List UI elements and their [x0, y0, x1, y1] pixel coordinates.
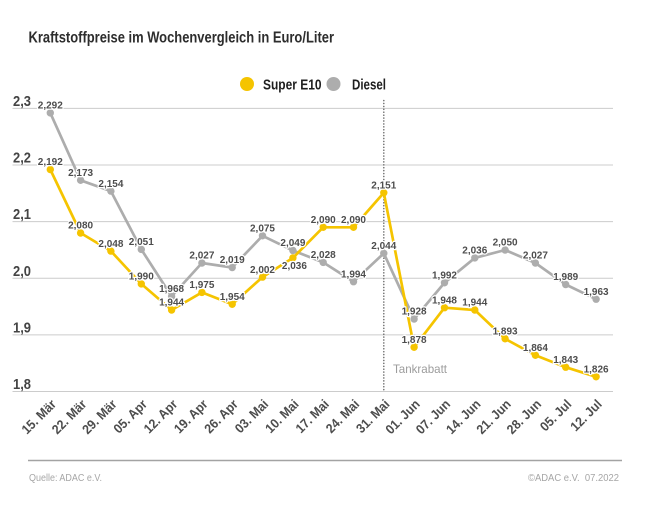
- svg-text:2,090: 2,090: [341, 215, 366, 226]
- svg-text:2,151: 2,151: [371, 181, 396, 192]
- svg-text:2,051: 2,051: [129, 237, 154, 248]
- svg-text:2,080: 2,080: [68, 221, 93, 232]
- svg-text:1,944: 1,944: [159, 298, 184, 309]
- svg-text:1,989: 1,989: [553, 272, 578, 283]
- svg-text:2,050: 2,050: [493, 238, 518, 249]
- svg-text:Quelle: ADAC e.V.: Quelle: ADAC e.V.: [29, 473, 102, 484]
- svg-text:Kraftstoffpreise im Wochenverg: Kraftstoffpreise im Wochenvergleich in E…: [29, 30, 335, 47]
- svg-text:2,3: 2,3: [13, 94, 31, 110]
- svg-text:2,028: 2,028: [311, 250, 336, 261]
- svg-text:2,036: 2,036: [462, 246, 487, 257]
- svg-text:1,948: 1,948: [432, 295, 457, 306]
- svg-text:2,036: 2,036: [282, 261, 307, 272]
- svg-text:2,048: 2,048: [98, 239, 123, 250]
- svg-text:1,990: 1,990: [129, 272, 154, 283]
- svg-text:2,2: 2,2: [13, 151, 31, 167]
- svg-text:2,027: 2,027: [523, 251, 548, 262]
- svg-text:2,173: 2,173: [68, 168, 93, 179]
- svg-text:1,864: 1,864: [523, 343, 548, 354]
- svg-text:2,019: 2,019: [220, 255, 245, 266]
- svg-text:1,9: 1,9: [13, 320, 31, 336]
- svg-text:1,8: 1,8: [13, 377, 31, 393]
- svg-text:2,192: 2,192: [38, 157, 63, 168]
- svg-text:2,027: 2,027: [189, 251, 214, 262]
- svg-text:Diesel: Diesel: [352, 77, 386, 94]
- svg-text:2,1: 2,1: [13, 207, 31, 223]
- svg-text:2,075: 2,075: [250, 224, 275, 235]
- svg-text:1,975: 1,975: [189, 280, 214, 291]
- svg-text:2,090: 2,090: [311, 215, 336, 226]
- svg-text:2,044: 2,044: [371, 241, 396, 252]
- svg-text:2,154: 2,154: [98, 179, 123, 190]
- svg-text:Tankrabatt: Tankrabatt: [393, 362, 448, 376]
- svg-text:1,994: 1,994: [341, 269, 366, 280]
- svg-text:1,826: 1,826: [584, 365, 609, 376]
- svg-text:1,992: 1,992: [432, 271, 457, 282]
- svg-text:1,954: 1,954: [220, 292, 245, 303]
- svg-text:1,878: 1,878: [402, 335, 427, 346]
- svg-text:1,944: 1,944: [462, 298, 487, 309]
- svg-text:Super E10: Super E10: [263, 77, 322, 94]
- svg-text:1,928: 1,928: [402, 307, 427, 318]
- svg-text:1,843: 1,843: [553, 355, 578, 366]
- svg-text:2,292: 2,292: [38, 101, 63, 112]
- svg-text:2,0: 2,0: [13, 264, 31, 280]
- svg-text:1,893: 1,893: [493, 327, 518, 338]
- svg-text:1,968: 1,968: [159, 284, 184, 295]
- svg-text:2,049: 2,049: [280, 238, 305, 249]
- svg-text:©ADAC e.V. 07.2022: ©ADAC e.V. 07.2022: [528, 473, 619, 484]
- svg-text:2,002: 2,002: [250, 265, 275, 276]
- svg-text:1,963: 1,963: [584, 287, 609, 298]
